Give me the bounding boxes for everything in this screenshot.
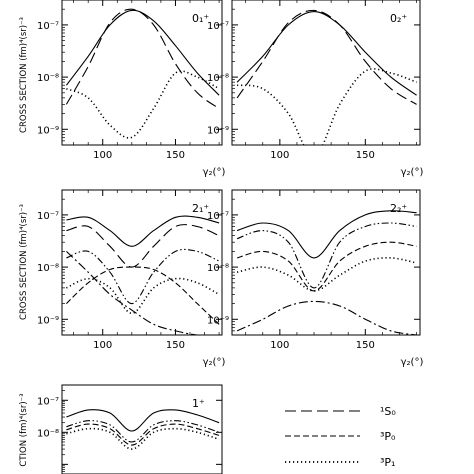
y-tick-label: 10⁻⁹ <box>207 125 229 136</box>
panel-5: 10⁻⁷ 10⁻⁸ CTION (fm)⁴(sr)⁻³ 1⁺ <box>19 384 223 474</box>
x-tick-label: 100 <box>93 340 112 351</box>
series-line-long-dash <box>65 8 220 109</box>
y-axis-label: CTION (fm)⁴(sr)⁻³ <box>19 393 29 466</box>
series-line-dash-dot-dot <box>66 248 220 305</box>
y-tick-label: 10⁻⁹ <box>37 315 59 326</box>
legend-label: ³P₁ <box>380 456 395 469</box>
x-axis-label: γ₂(°) <box>203 167 226 178</box>
y-tick-label: 10⁻⁸ <box>207 263 229 274</box>
x-tick-label: 150 <box>166 150 185 161</box>
series-line-dash-dot-dot <box>236 222 417 289</box>
y-tick-label: 10⁻⁸ <box>37 263 59 274</box>
y-tick-label: 10⁻⁷ <box>37 396 59 407</box>
series-line-dotted <box>66 70 220 139</box>
panel-1: 10⁻⁷ 10⁻⁸ 10⁻⁹ 100 150 γ₂(°) CROSS SECTION (fm… <box>19 0 225 178</box>
y-tick-label: 10⁻⁸ <box>37 73 59 84</box>
panel-label: 0₁⁺ <box>192 12 209 25</box>
panel-2: 10⁻⁷ 10⁻⁸ 10⁻⁹ 100 150 γ₂(°) 0₂⁺ <box>207 0 423 178</box>
series-line-solid <box>236 11 417 96</box>
plot-frame <box>231 0 421 146</box>
x-axis-label: γ₂(°) <box>203 357 226 368</box>
series-line-dash-dot-dot <box>66 420 220 443</box>
y-tick-label: 10⁻⁷ <box>37 211 59 222</box>
legend-label: ¹S₀ <box>380 405 396 418</box>
series-line-dotted <box>236 257 417 292</box>
x-tick-label: 100 <box>270 150 289 161</box>
y-tick-label: 10⁻⁷ <box>207 21 229 32</box>
legend: ¹S₀ ³P₀ ³P₁ <box>285 405 396 469</box>
x-tick-label: 150 <box>356 150 375 161</box>
y-tick-label: 10⁻⁹ <box>37 125 59 136</box>
plot-frame <box>61 384 223 474</box>
series-line-short-dash <box>66 266 220 325</box>
series-line-dotted <box>236 68 417 145</box>
panel-label: 2₁⁺ <box>192 202 209 215</box>
y-tick-label: 10⁻⁷ <box>37 21 59 32</box>
panel-3: 10⁻⁷ 10⁻⁸ 10⁻⁹ 100 150 γ₂(°) CROSS SECTION (fm… <box>19 189 226 368</box>
x-axis-label: γ₂(°) <box>401 167 424 178</box>
y-tick-label: 10⁻⁸ <box>207 73 229 84</box>
y-tick-label: 10⁻⁸ <box>37 428 59 439</box>
plot-frame <box>61 0 223 146</box>
series-line-long-dash <box>66 224 220 268</box>
series-line-short-dash <box>66 423 220 446</box>
series-line-dotted <box>66 427 220 450</box>
x-axis-label: γ₂(°) <box>401 357 424 368</box>
series-line-solid <box>236 210 417 259</box>
x-tick-label: 150 <box>166 340 185 351</box>
series-line-dash-dot <box>236 300 417 335</box>
series-line-dotted <box>66 277 220 315</box>
panel-label: 1⁺ <box>192 397 205 410</box>
plot-frame <box>231 189 421 336</box>
x-tick-label: 100 <box>93 150 112 161</box>
legend-label: ³P₀ <box>380 430 396 443</box>
y-axis-label: CROSS SECTION (fm)⁴(sr)⁻³ <box>19 204 29 320</box>
y-tick-label: 10⁻⁹ <box>207 315 229 326</box>
panel-label: 2₂⁺ <box>390 202 407 215</box>
panel-label: 0₂⁺ <box>390 12 407 25</box>
panel-4: 10⁻⁷ 10⁻⁸ 10⁻⁹ 100 150 γ₂(°) 2₂⁺ <box>207 189 424 368</box>
series-line-solid <box>66 409 220 432</box>
series-line-solid <box>66 215 220 247</box>
series-line-dash-dot <box>66 251 220 335</box>
y-axis-label: CROSS SECTION (fm)⁴(sr)⁻³ <box>19 17 29 133</box>
plot-frame <box>61 189 223 336</box>
y-tick-label: 10⁻⁷ <box>207 211 229 222</box>
x-tick-label: 100 <box>270 340 289 351</box>
series-line-long-dash <box>236 9 417 105</box>
x-tick-label: 150 <box>356 340 375 351</box>
series-line-short-dash <box>236 241 417 292</box>
